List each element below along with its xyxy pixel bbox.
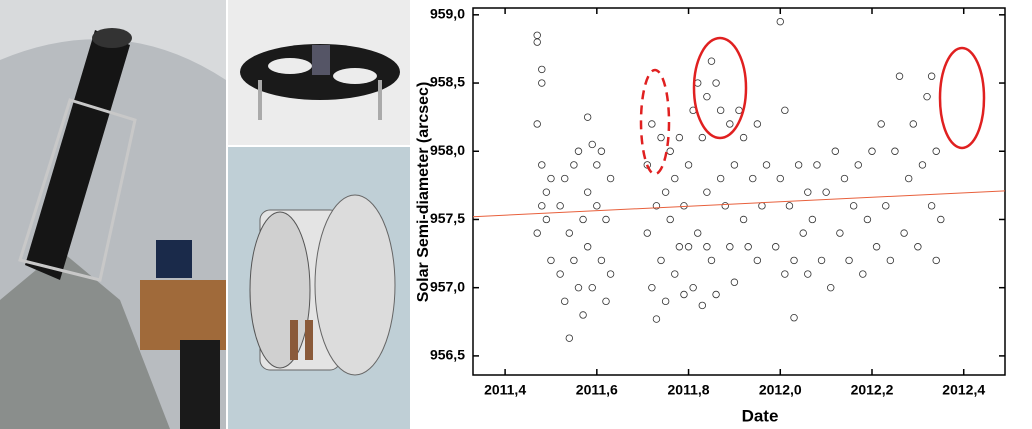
page: {"chart_data": {"type": "scatter", "xlab… xyxy=(0,0,1032,429)
figure: Date Solar Semi-diameter (arcsec) 956,5 9… xyxy=(0,0,1032,429)
y-tick-label: 958,0 xyxy=(430,142,465,158)
x-tick-label: 2012,0 xyxy=(759,382,802,398)
leg xyxy=(378,80,382,120)
tube-end xyxy=(92,28,132,48)
plate-hole xyxy=(333,68,377,84)
x-axis-label: Date xyxy=(742,406,779,425)
plot-frame xyxy=(473,8,1005,375)
leg xyxy=(258,80,262,120)
monitor xyxy=(156,240,192,278)
desk xyxy=(140,280,226,350)
y-tick-label: 957,0 xyxy=(430,278,465,294)
camera xyxy=(312,45,330,75)
plate-hole xyxy=(268,58,312,74)
y-axis-label: Solar Semi-diameter (arcsec) xyxy=(415,82,432,303)
y-tick-label: 956,5 xyxy=(430,347,465,363)
computer xyxy=(180,340,220,429)
x-tick-label: 2011,8 xyxy=(668,382,710,398)
x-tick-label: 2011,4 xyxy=(484,382,526,398)
y-tick-label: 957,5 xyxy=(430,210,465,226)
x-tick-label: 2012,4 xyxy=(942,382,985,398)
face xyxy=(250,212,310,368)
bracket xyxy=(290,320,298,360)
y-tick-label: 959,0 xyxy=(430,6,465,22)
chart: Date Solar Semi-diameter (arcsec) 956,5 9… xyxy=(415,6,1005,426)
telescope-photo xyxy=(0,0,226,429)
cad-drawing xyxy=(228,147,410,429)
bracket xyxy=(305,320,313,360)
instrument-photo xyxy=(228,0,410,145)
x-tick-label: 2012,2 xyxy=(851,382,894,398)
y-tick-label: 958,5 xyxy=(430,74,465,90)
x-tick-label: 2011,6 xyxy=(576,382,618,398)
flange xyxy=(315,195,395,375)
